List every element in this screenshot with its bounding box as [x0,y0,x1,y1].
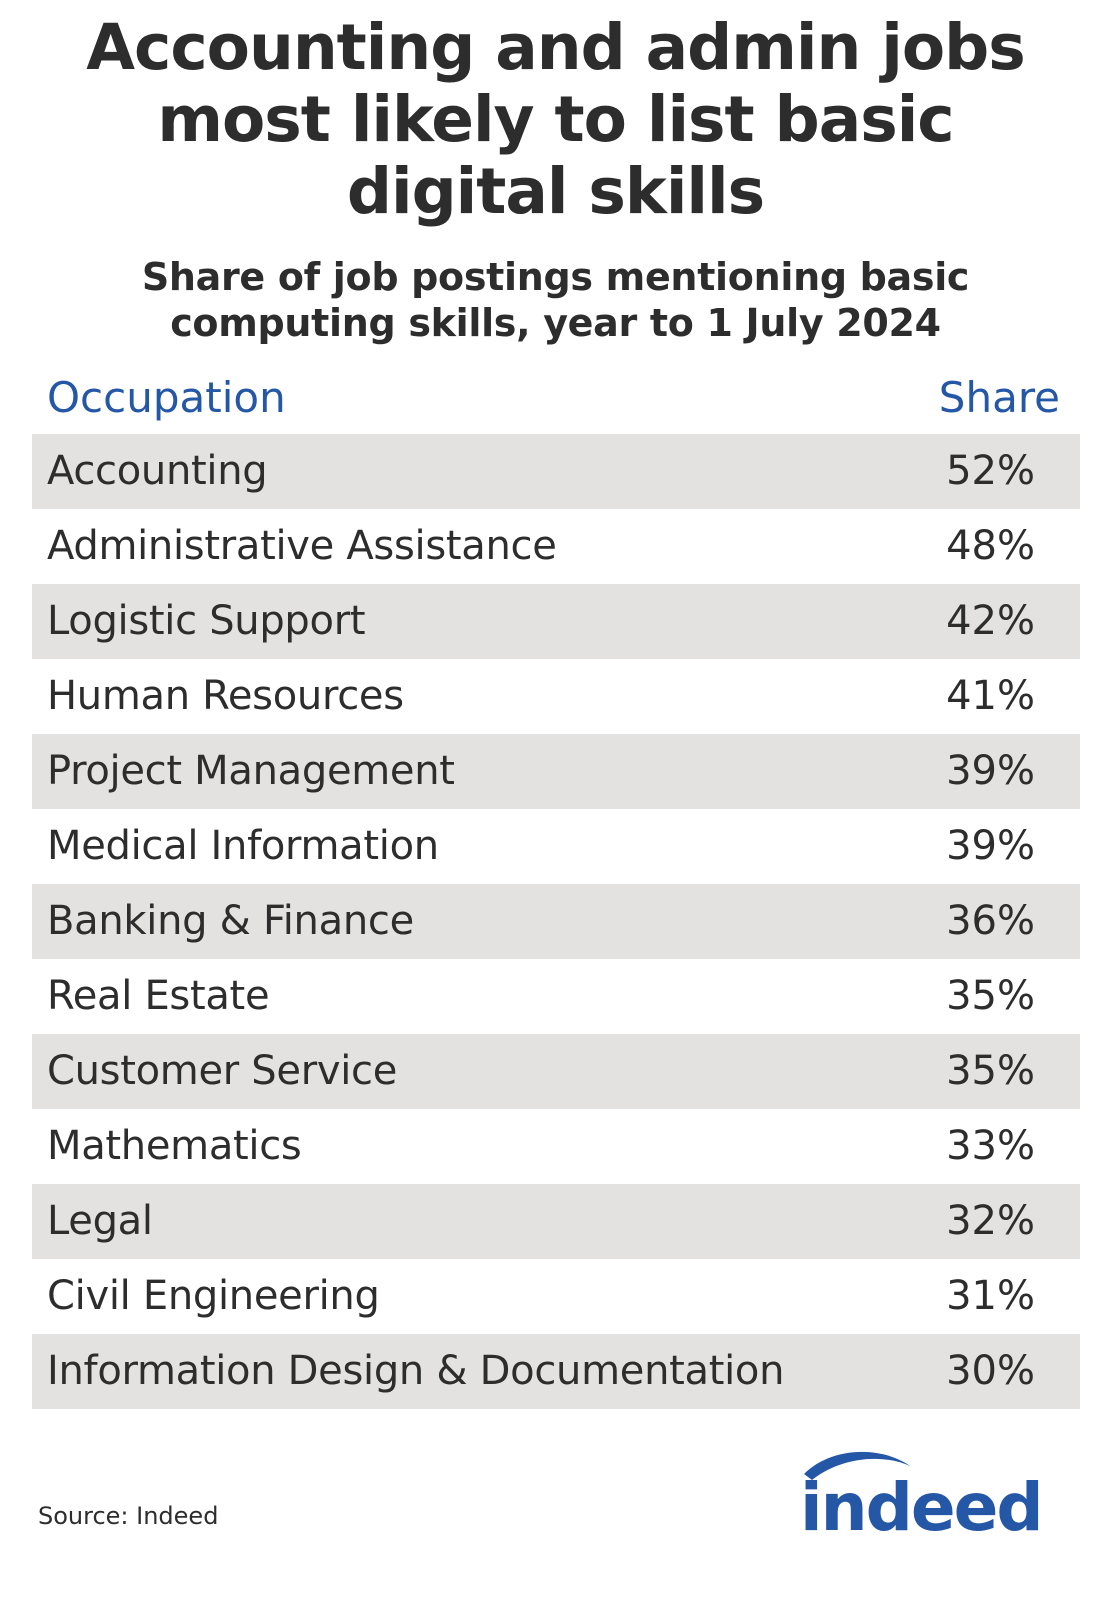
share-cell: 39% [946,823,1035,869]
share-cell: 52% [946,448,1035,494]
share-cell: 35% [946,1048,1035,1094]
logo-swoosh [804,1451,910,1480]
source-note: Source: Indeed [38,1502,219,1530]
occupation-cell: Mathematics [47,1123,302,1169]
share-cell: 42% [946,598,1035,644]
occupation-cell: Legal [47,1198,153,1244]
table-row: Real Estate 35% [32,959,1080,1034]
table-row: Medical Information 39% [32,809,1080,884]
occupation-cell: Banking & Finance [47,898,414,944]
occupation-cell: Medical Information [47,823,439,869]
table-row: Human Resources 41% [32,659,1080,734]
share-cell: 41% [946,673,1035,719]
table-header: Occupation Share [32,370,1080,434]
table-row: Accounting 52% [32,434,1080,509]
occupation-cell: Accounting [47,448,268,494]
occupation-cell: Human Resources [47,673,404,719]
table-body: Accounting 52% Administrative Assistance 48… [32,434,1080,1409]
occupation-cell: Civil Engineering [47,1273,380,1319]
occupation-cell: Customer Service [47,1048,398,1094]
table-row: Logistic Support 42% [32,584,1080,659]
occupation-cell: Logistic Support [47,598,366,644]
share-cell: 30% [946,1348,1035,1394]
share-cell: 32% [946,1198,1035,1244]
share-cell: 36% [946,898,1035,944]
table-row: Customer Service 35% [32,1034,1080,1109]
table-row: Information Design & Documentation 30% [32,1334,1080,1409]
share-cell: 33% [946,1123,1035,1169]
table-row: Legal 32% [32,1184,1080,1259]
chart-subtitle: Share of job postings mentioning basic co… [141,255,970,345]
occupation-cell: Information Design & Documentation [47,1348,785,1394]
logo-wordmark: indeed [800,1469,1042,1540]
table-row: Administrative Assistance 48% [32,509,1080,584]
table-row: Banking & Finance 36% [32,884,1080,959]
share-cell: 39% [946,748,1035,794]
occupation-cell: Administrative Assistance [47,523,557,569]
share-cell: 48% [946,523,1035,569]
data-table: Occupation Share Accounting 52% Administra… [32,370,1080,1409]
share-cell: 31% [946,1273,1035,1319]
table-row: Mathematics 33% [32,1109,1080,1184]
table-row: Civil Engineering 31% [32,1259,1080,1334]
column-header-share: Share [938,373,1060,422]
share-cell: 35% [946,973,1035,1019]
chart-title: Accounting and admin jobs most likely to … [86,11,1026,228]
table-row: Project Management 39% [32,734,1080,809]
occupation-cell: Real Estate [47,973,270,1019]
occupation-cell: Project Management [47,748,455,794]
column-header-occupation: Occupation [47,373,286,422]
indeed-logo: indeed [800,1451,1044,1540]
